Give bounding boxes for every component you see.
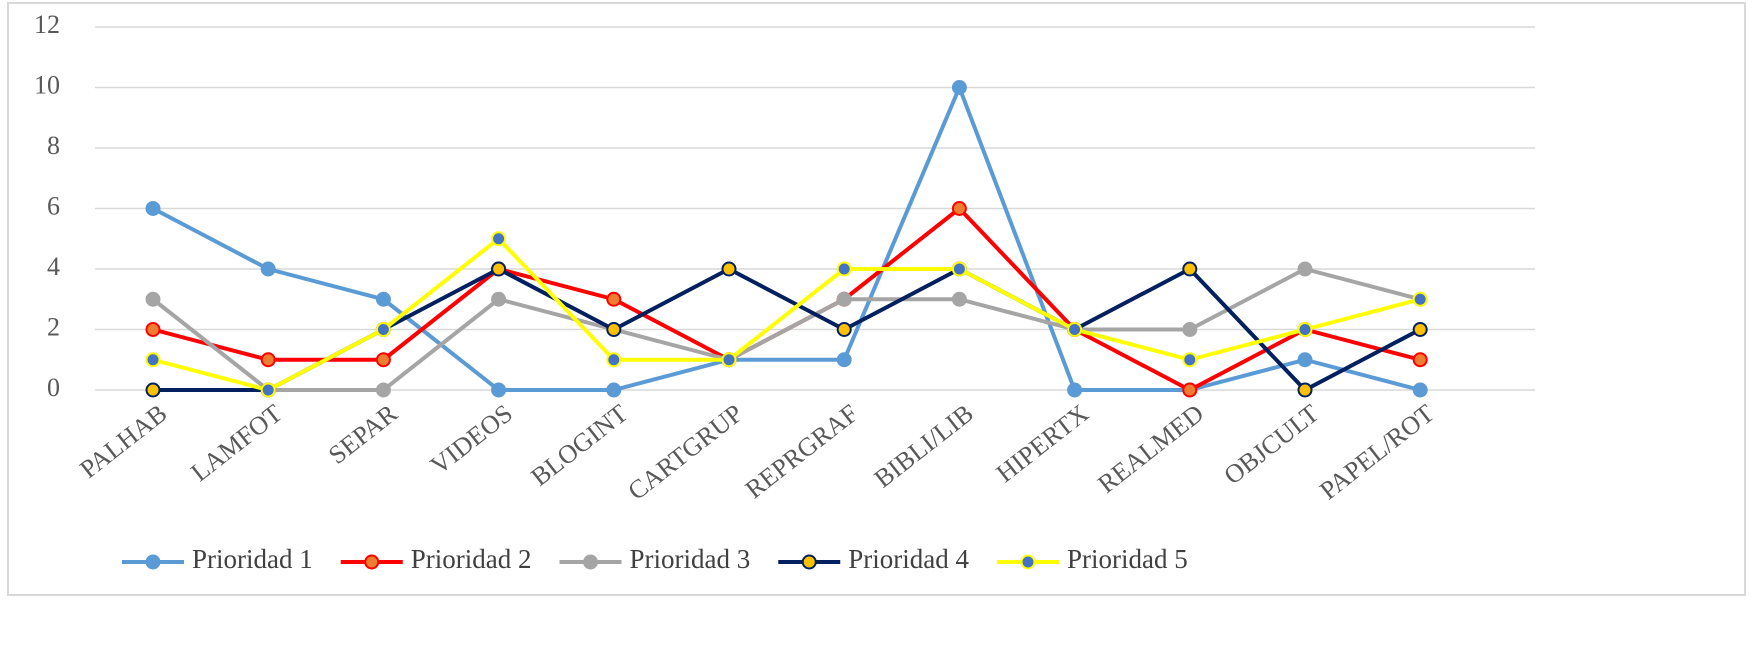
data-point — [606, 352, 622, 368]
data-point — [375, 322, 391, 337]
data-point — [1067, 382, 1083, 398]
data-point — [491, 261, 507, 277]
data-point — [491, 382, 507, 398]
data-point — [836, 291, 852, 307]
data-point — [1182, 322, 1198, 337]
legend-label: Prioridad 1 — [192, 544, 313, 574]
legend-label: Prioridad 4 — [848, 544, 969, 574]
data-point — [951, 80, 967, 95]
data-point — [375, 291, 391, 307]
data-point — [145, 322, 161, 337]
y-tick-label: 4 — [47, 252, 60, 281]
data-point — [606, 382, 622, 398]
data-point — [1182, 382, 1198, 398]
data-point — [1412, 291, 1428, 307]
legend-marker — [801, 554, 817, 570]
y-tick-label: 12 — [34, 10, 60, 39]
data-point — [375, 382, 391, 398]
data-point — [1297, 322, 1313, 337]
legend-label: Prioridad 3 — [630, 544, 751, 574]
data-point — [836, 261, 852, 277]
data-point — [260, 352, 276, 368]
data-point — [951, 291, 967, 307]
y-tick-label: 2 — [47, 312, 60, 341]
data-point — [606, 322, 622, 337]
y-tick-label: 6 — [47, 191, 60, 220]
y-tick-label: 8 — [47, 131, 60, 160]
data-point — [1182, 261, 1198, 277]
data-point — [145, 291, 161, 307]
data-point — [721, 352, 737, 368]
data-point — [1182, 352, 1198, 368]
data-point — [606, 291, 622, 307]
data-point — [951, 261, 967, 277]
data-point — [1297, 261, 1313, 277]
data-point — [836, 322, 852, 337]
data-point — [491, 291, 507, 307]
series-line — [152, 85, 1421, 392]
data-point — [951, 201, 967, 216]
data-point — [260, 261, 276, 277]
legend-label: Prioridad 5 — [1067, 544, 1188, 574]
data-point — [260, 382, 276, 398]
data-point — [1297, 382, 1313, 398]
legend-marker — [364, 554, 380, 570]
data-point — [375, 352, 391, 368]
y-tick-label: 10 — [34, 70, 60, 99]
data-point — [721, 261, 737, 277]
legend-label: Prioridad 2 — [411, 544, 532, 574]
data-point — [1412, 352, 1428, 368]
legend-marker — [583, 554, 598, 570]
data-point — [1297, 352, 1313, 368]
legend-marker — [145, 554, 161, 570]
data-point — [1412, 322, 1428, 337]
data-point — [145, 201, 161, 216]
data-point — [1067, 322, 1083, 337]
legend-marker — [1020, 554, 1036, 570]
series-line — [151, 267, 1421, 392]
data-point — [145, 382, 161, 398]
data-point — [1412, 382, 1428, 398]
data-point — [491, 231, 507, 247]
data-point — [145, 352, 161, 368]
y-tick-label: 0 — [47, 373, 60, 402]
data-point — [836, 352, 852, 368]
series-line — [152, 236, 1421, 392]
